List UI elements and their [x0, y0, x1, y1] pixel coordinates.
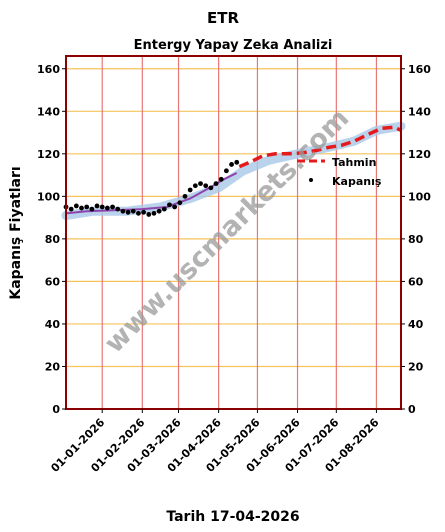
y-axis-label: Kapanış Fiyatları — [8, 166, 24, 299]
legend-forecast-label: Tahmin — [332, 156, 376, 169]
close-point — [104, 205, 110, 211]
y-tick-label: 160 — [408, 63, 431, 76]
close-point — [229, 162, 234, 167]
y-tick-label: 140 — [408, 105, 431, 118]
close-point — [151, 210, 157, 216]
close-point — [99, 204, 105, 210]
close-point — [234, 159, 240, 165]
close-point — [161, 206, 167, 212]
trend-line — [65, 172, 238, 215]
y-tick-label: 140 — [37, 105, 60, 118]
close-point — [73, 203, 79, 209]
close-point — [208, 185, 214, 191]
chart-subtitle: Entergy Yapay Zeka Analizi — [134, 38, 333, 53]
y-tick-label: 100 — [37, 190, 60, 203]
close-point — [84, 204, 90, 210]
close-point — [182, 193, 188, 199]
y-tick-label: 40 — [45, 318, 61, 331]
grid — [66, 56, 401, 409]
y-tick-label: 0 — [52, 403, 60, 416]
y-tick-label: 40 — [408, 318, 424, 331]
legend-close-swatch — [309, 178, 313, 182]
series-lines — [65, 125, 402, 215]
y-tick-label: 20 — [45, 360, 61, 373]
close-point — [136, 210, 141, 216]
y-tick-label: 20 — [408, 360, 424, 373]
legend-close-label: Kapanış — [332, 175, 382, 188]
y-tick-label: 80 — [45, 233, 61, 246]
close-point — [79, 205, 84, 211]
close-points — [63, 159, 240, 217]
y-tick-label: 60 — [45, 275, 61, 288]
close-point — [187, 187, 193, 193]
close-point — [218, 176, 224, 182]
close-point — [172, 204, 178, 210]
close-point — [198, 181, 203, 186]
plot-background — [66, 56, 401, 409]
close-point — [192, 183, 198, 189]
y-axis-left: 0 20 40 60 80 100 120 140 160 — [37, 63, 66, 416]
y-tick-label: 120 — [37, 148, 60, 161]
close-point — [156, 208, 162, 214]
y-tick-label: 160 — [37, 63, 60, 76]
chart-title: ETR — [207, 9, 239, 27]
close-point — [177, 200, 183, 206]
y-tick-label: 60 — [408, 275, 424, 288]
close-point — [146, 212, 152, 217]
close-point — [141, 209, 147, 215]
close-point — [125, 209, 131, 215]
close-point — [120, 208, 126, 214]
x-axis-label: Tarih 17-04-2026 — [166, 509, 299, 525]
close-point — [110, 204, 115, 210]
close-point — [203, 183, 209, 189]
y-tick-label: 0 — [408, 403, 416, 416]
close-point — [167, 202, 172, 208]
close-point — [223, 168, 229, 174]
legend: Tahmin Kapanış — [297, 156, 382, 188]
plot-area: www.uscmarkets.com — [61, 55, 406, 410]
y-tick-label: 100 — [408, 190, 431, 203]
y-axis-right: 0 20 40 60 80 100 120 140 160 — [401, 63, 431, 416]
close-point — [89, 206, 95, 212]
y-tick-label: 80 — [408, 233, 424, 246]
close-point — [68, 206, 74, 212]
y-tick-label: 120 — [408, 148, 431, 161]
x-axis: 01-01-202601-02-202601-03-202601-04-2026… — [48, 409, 382, 475]
close-point — [213, 181, 219, 186]
close-point — [115, 206, 121, 212]
close-point — [130, 208, 136, 214]
plot-frame — [65, 55, 402, 410]
close-point — [94, 203, 100, 209]
